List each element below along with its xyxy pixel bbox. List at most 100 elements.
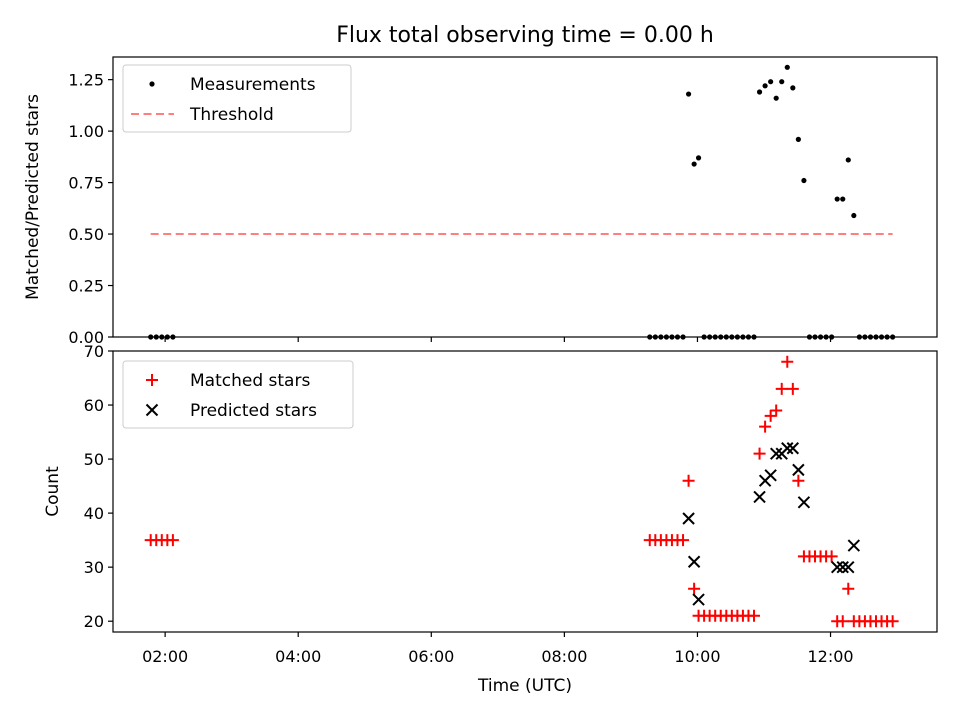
x-tick-label: 02:00 (142, 647, 188, 666)
y-tick-label: 1.00 (68, 122, 104, 141)
measurement-point (851, 212, 857, 219)
matched-star-point (792, 474, 805, 487)
y-tick-label: 0.25 (68, 277, 104, 296)
measurement-point (823, 334, 829, 340)
legend-measurements-marker (149, 81, 155, 87)
matched-star-point (775, 382, 788, 395)
predicted-star-point (769, 447, 783, 460)
measurement-point (164, 334, 170, 340)
matched-star-point (753, 447, 766, 460)
measurement-point (723, 334, 729, 340)
matched-star-point (166, 534, 179, 547)
matched-star-point (688, 582, 701, 595)
predicted-star-point (830, 560, 844, 574)
x-tick-label: 10:00 (674, 647, 720, 666)
measurement-point (817, 334, 824, 340)
top-plot-panel: 0.00 0.25 0.50 0.75 1.00 1.25 Matched/Predict… (23, 56, 938, 347)
predicted-star-point (797, 496, 811, 509)
matched-star-point (842, 582, 855, 595)
measurement-point (779, 79, 785, 85)
measurement-point (790, 85, 796, 91)
matched-star-point (825, 550, 838, 563)
bottom-y-ticks: 20 30 40 50 60 70 (84, 342, 113, 631)
bottom-axes-frame (112, 350, 938, 633)
measurement-point (674, 334, 681, 340)
predicted-star-point (764, 469, 777, 482)
measurement-point (729, 334, 735, 340)
measurement-point (840, 196, 846, 202)
y-tick-label: 40 (84, 504, 104, 523)
measurement-point (834, 196, 840, 202)
measurement-point (652, 334, 658, 340)
top-legend: Measurements Threshold (122, 64, 352, 133)
matched-star-point (781, 355, 794, 368)
measurement-point (856, 334, 862, 340)
measurement-point (170, 334, 176, 340)
measurement-point (707, 334, 713, 340)
legend-predicted-marker (145, 403, 159, 417)
measurement-point (862, 334, 868, 340)
predicted-star-point (687, 555, 701, 568)
measurement-point (768, 79, 774, 85)
predicted-star-point (781, 442, 794, 455)
predicted-star-point (842, 560, 855, 574)
measurement-point (801, 177, 807, 184)
measurement-point (890, 334, 896, 340)
measurement-point (884, 334, 890, 340)
measurement-point (873, 334, 879, 340)
measurement-point (695, 155, 702, 161)
y-tick-label: 0.00 (68, 328, 104, 347)
top-x-ticks (164, 337, 832, 342)
measurement-point (878, 334, 885, 340)
y-tick-label: 0.75 (68, 174, 104, 193)
predicted-star-point (753, 490, 766, 504)
legend-matched-marker (146, 374, 158, 386)
y-tick-label: 50 (84, 450, 104, 469)
measurement-point (680, 334, 686, 340)
measurement-point (806, 334, 813, 340)
chart-title: Flux total observing time = 0.00 h (336, 23, 714, 48)
bottom-x-ticks: 02:00 04:00 06:00 08:00 10:00 12:00 (142, 632, 854, 666)
matched-star-point (677, 534, 690, 547)
y-tick-label: 70 (84, 342, 104, 361)
measurement-point (658, 334, 664, 340)
measurement-point (784, 64, 790, 70)
bottom-legend: Matched stars Predicted stars (122, 360, 354, 429)
measurement-point (712, 334, 718, 340)
x-axis-label: Time (UTC) (477, 676, 572, 696)
legend-predicted-label: Predicted stars (190, 401, 317, 421)
predicted-star-point (692, 593, 705, 606)
matched-star-point (682, 474, 695, 487)
x-tick-label: 06:00 (408, 647, 454, 666)
measurement-point (867, 334, 874, 340)
matched-star-point (836, 615, 849, 628)
measurement-point (829, 334, 835, 340)
legend-matched-label: Matched stars (190, 371, 310, 391)
measurement-point (812, 334, 818, 340)
x-tick-label: 08:00 (541, 647, 587, 666)
predicted-star-point (682, 512, 695, 525)
measurement-point (745, 334, 752, 340)
measurement-point (148, 334, 154, 340)
measurement-point (795, 136, 801, 142)
measurement-point (153, 334, 159, 340)
matched-star-point (886, 615, 899, 628)
measurement-point (718, 334, 724, 340)
x-tick-label: 04:00 (275, 647, 321, 666)
x-tick-label: 12:00 (807, 647, 853, 666)
predicted-star-point (786, 442, 800, 455)
legend-box (122, 360, 354, 429)
top-y-ticks: 0.00 0.25 0.50 0.75 1.00 1.25 (68, 71, 113, 347)
y-tick-label: 1.25 (68, 71, 104, 90)
matched-star-point (764, 409, 777, 422)
measurement-point (691, 161, 697, 167)
measurement-point (762, 83, 768, 89)
measurement-point (845, 157, 851, 163)
bottom-plot-panel: 20 30 40 50 60 70 02:00 04:00 06:00 08:00 10:00 12… (43, 342, 938, 696)
y-tick-label: 0.50 (68, 225, 104, 244)
legend-threshold-label: Threshold (189, 105, 274, 125)
legend-box (122, 64, 352, 133)
measurement-point (756, 89, 763, 95)
predicted-star-point (836, 560, 849, 574)
